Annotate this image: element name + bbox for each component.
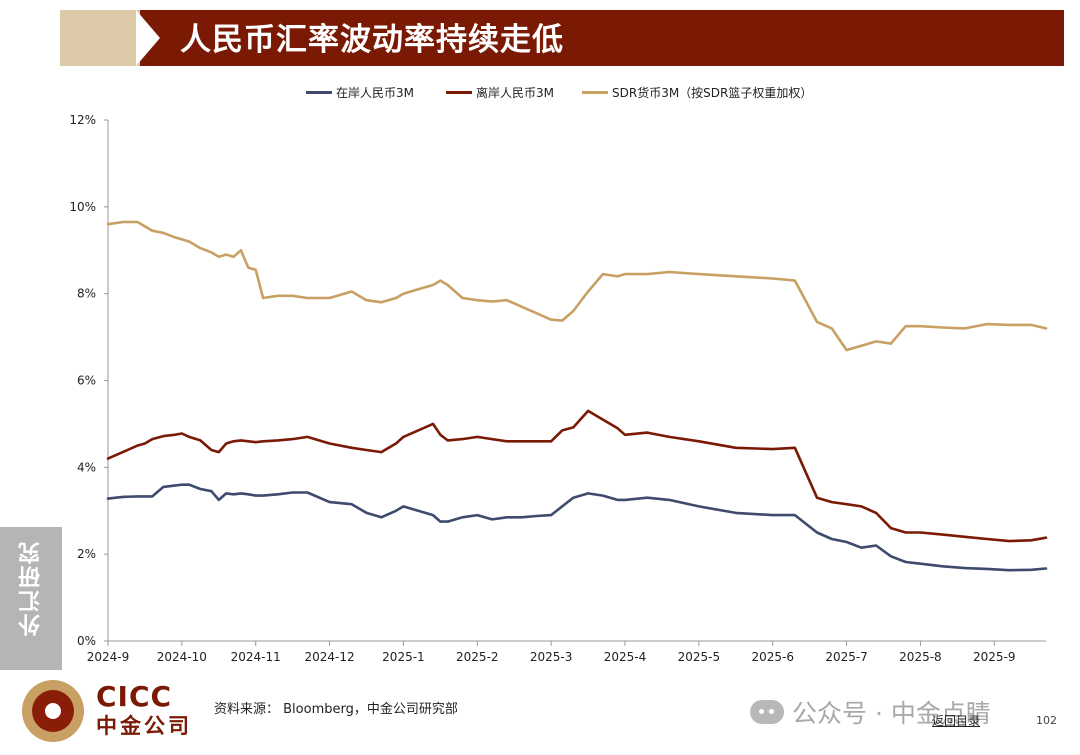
page-title: 人民币汇率波动率持续走低 [180, 22, 564, 58]
y-tick-label: 0% [77, 634, 96, 648]
legend-label-offshore: 离岸人民币3M [476, 86, 554, 100]
x-tick-label: 2025-6 [751, 650, 794, 664]
chart-legend: 在岸人民币3M 离岸人民币3M SDR货币3M（按SDR篮子权重加权） [0, 84, 1080, 104]
legend-label-sdr: SDR货币3M（按SDR篮子权重加权） [612, 86, 813, 100]
series-line-onshore [106, 483, 1048, 572]
page-number: 102 [1036, 714, 1057, 727]
back-to-contents-link[interactable]: 返回目录 [932, 714, 981, 728]
title-banner-divider [136, 10, 160, 66]
x-tick-label: 2024-9 [87, 650, 130, 664]
volatility-line-chart: 0% 2% 4% 6% 8% 10% 12% 2024-9 2024-10 2024-11 2024… [69, 113, 1048, 664]
legend-item-onshore: 在岸人民币3M [306, 84, 414, 101]
y-tick-label: 12% [69, 113, 96, 127]
x-tick-label: 2024-12 [305, 650, 355, 664]
source-note: 资料来源： Bloomberg，中金公司研究部 [214, 702, 458, 717]
wechat-icon [750, 700, 784, 724]
x-tick-label: 2025-4 [604, 650, 647, 664]
x-tick-label: 2025-5 [678, 650, 721, 664]
legend-swatch-onshore [306, 91, 332, 94]
logo-text-en: CICC [96, 680, 173, 713]
logo-text-cn: 中金公司 [96, 714, 192, 738]
side-tab [0, 527, 62, 670]
series-line-offshore [106, 409, 1048, 543]
watermark-text: 公众号 · 中金点睛 [792, 699, 991, 728]
legend-item-offshore: 离岸人民币3M [446, 84, 554, 101]
series-line-sdr [106, 220, 1048, 352]
y-tick-label: 10% [69, 200, 96, 214]
x-tick-label: 2025-3 [530, 650, 573, 664]
legend-swatch-sdr [582, 91, 608, 94]
y-tick-label: 4% [77, 460, 96, 474]
legend-label-onshore: 在岸人民币3M [336, 86, 414, 100]
x-tick-label: 2024-10 [157, 650, 207, 664]
legend-swatch-offshore [446, 91, 472, 94]
watermark: 公众号 · 中金点睛 [750, 694, 991, 730]
x-tick-label: 2024-11 [231, 650, 281, 664]
cicc-logo-core-icon [45, 703, 61, 719]
x-tick-label: 2025-1 [382, 650, 425, 664]
legend-item-sdr: SDR货币3M（按SDR篮子权重加权） [582, 84, 812, 101]
x-tick-label: 2025-7 [825, 650, 868, 664]
y-tick-label: 2% [77, 547, 96, 561]
x-tick-label: 2025-2 [456, 650, 499, 664]
y-tick-label: 8% [77, 287, 96, 301]
title-banner [140, 10, 1064, 66]
x-tick-label: 2025-8 [899, 650, 942, 664]
x-tick-label: 2025-9 [973, 650, 1016, 664]
y-tick-label: 6% [77, 374, 96, 388]
side-tab-label: 外汇研究 [19, 540, 44, 636]
